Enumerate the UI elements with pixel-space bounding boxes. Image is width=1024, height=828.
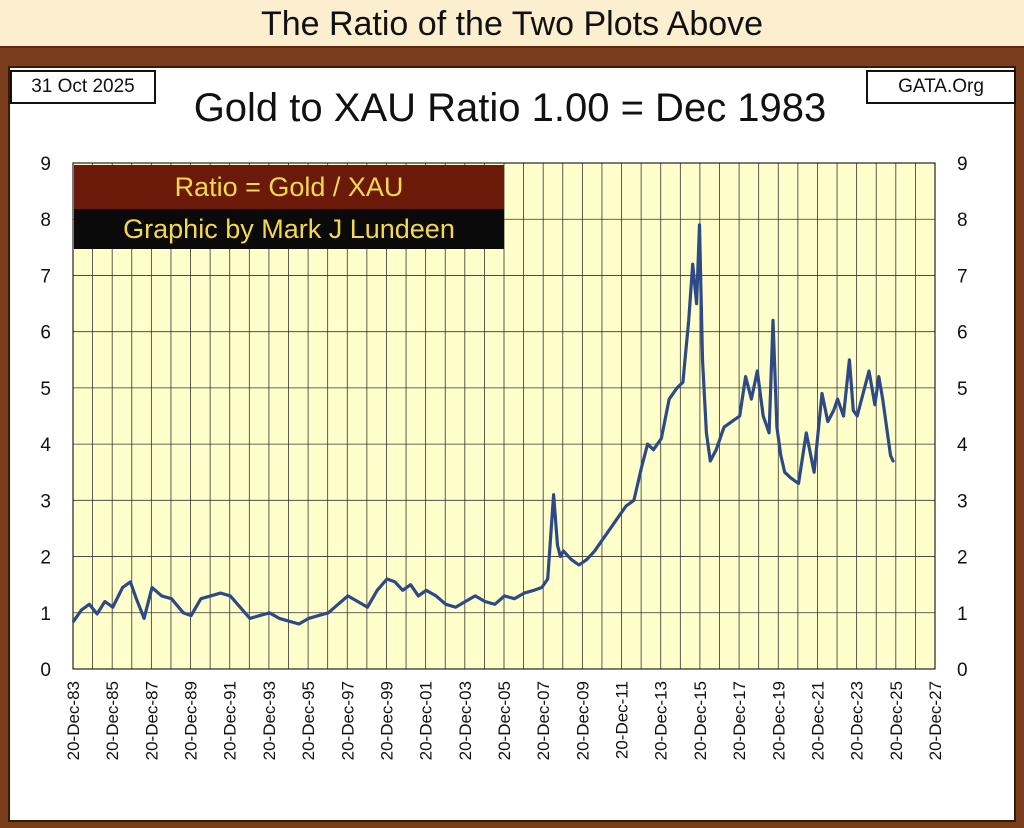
x-tick-label: 20-Dec-15 (691, 681, 710, 760)
x-tick-label: 20-Dec-13 (652, 681, 671, 760)
x-tick-label: 20-Dec-11 (613, 681, 632, 759)
x-tick-label: 20-Dec-05 (495, 681, 514, 760)
y-tick-label-left: 2 (40, 548, 51, 569)
chart-date: 31 Oct 2025 (10, 70, 156, 104)
y-tick-label-left: 3 (40, 491, 51, 512)
x-tick-label: 20-Dec-91 (221, 681, 240, 760)
page-banner: The Ratio of the Two Plots Above (0, 0, 1024, 48)
y-tick-label-right: 8 (957, 210, 968, 231)
x-tick-label: 20-Dec-99 (377, 681, 396, 760)
y-tick-label-right: 3 (957, 491, 968, 512)
chart-title: Gold to XAU Ratio 1.00 = Dec 1983 (193, 86, 827, 130)
legend-credit-box (74, 209, 504, 249)
y-tick-label-right: 4 (957, 435, 968, 456)
x-tick-label: 20-Dec-27 (926, 681, 945, 760)
y-tick-label-left: 8 (40, 210, 51, 231)
plot-border (72, 162, 936, 670)
y-tick-label-left: 6 (40, 323, 51, 344)
y-tick-label-left: 5 (40, 379, 51, 400)
x-tick-label: 20-Dec-03 (456, 681, 475, 760)
y-tick-label-left: 0 (40, 660, 51, 681)
chart-source: GATA.Org (866, 70, 1016, 104)
x-tick-label: 20-Dec-07 (534, 681, 553, 760)
x-tick-label: 20-Dec-95 (299, 681, 318, 760)
x-tick-label: 20-Dec-97 (338, 681, 357, 760)
y-tick-label-right: 5 (957, 379, 968, 400)
x-tick-label: 20-Dec-21 (808, 681, 827, 760)
y-tick-label-right: 7 (957, 266, 968, 287)
y-tick-label-right: 1 (957, 604, 968, 625)
y-tick-label-right: 2 (957, 548, 968, 569)
y-tick-label-left: 1 (40, 604, 51, 625)
x-tick-label: 20-Dec-01 (417, 681, 436, 760)
y-tick-label-left: 4 (40, 435, 51, 456)
x-tick-label: 20-Dec-93 (260, 681, 279, 760)
y-tick-label-right: 9 (957, 154, 968, 175)
x-tick-label: 20-Dec-85 (103, 681, 122, 760)
x-tick-label: 20-Dec-25 (887, 681, 906, 760)
x-tick-label: 20-Dec-87 (142, 681, 161, 760)
y-tick-label-left: 9 (40, 154, 51, 175)
x-tick-label: 20-Dec-17 (730, 681, 749, 760)
legend-formula-box (74, 165, 504, 209)
y-tick-label-right: 6 (957, 323, 968, 344)
x-tick-label: 20-Dec-89 (182, 681, 201, 760)
x-tick-label: 20-Dec-23 (848, 681, 867, 760)
legend-formula-text: Ratio = Gold / XAU (175, 172, 404, 202)
x-tick-label: 20-Dec-19 (769, 681, 788, 760)
x-tick-label: 20-Dec-09 (573, 681, 592, 760)
x-tick-label: 20-Dec-83 (64, 681, 83, 760)
legend-credit-text: Graphic by Mark J Lundeen (123, 214, 455, 244)
y-tick-label-right: 0 (957, 660, 968, 681)
series-line-gold-xau (71, 223, 895, 626)
y-tick-label-left: 7 (40, 266, 51, 287)
